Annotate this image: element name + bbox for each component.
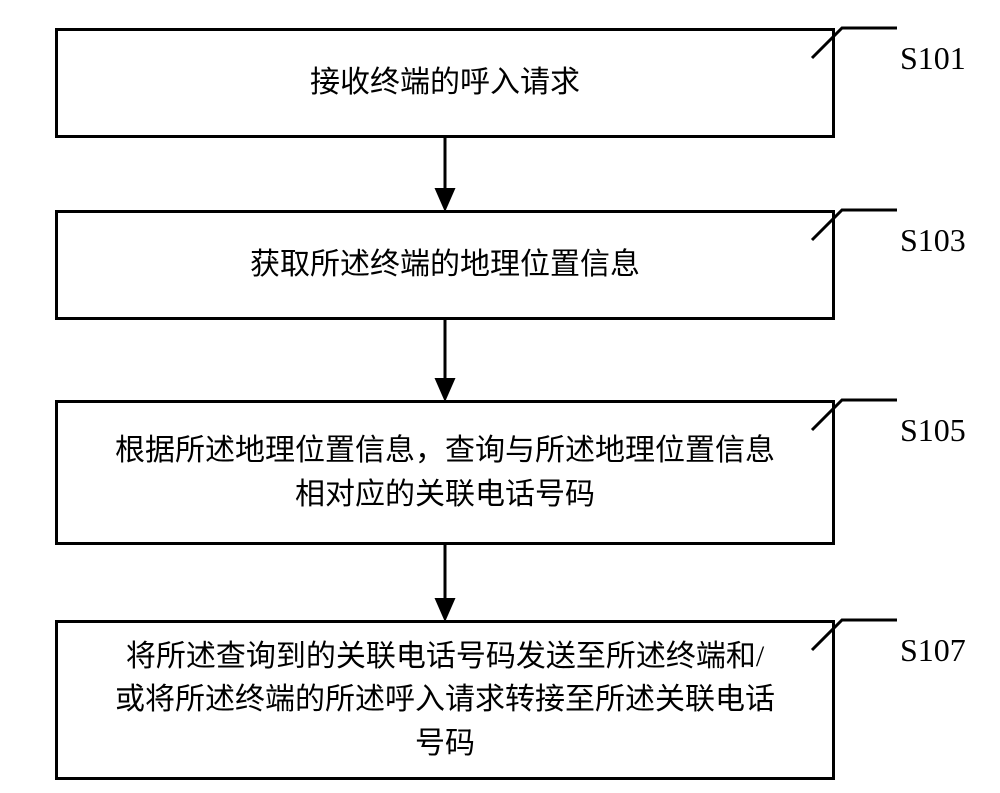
step-label-S103: S103 (900, 222, 966, 259)
step-label-S105: S105 (900, 412, 966, 449)
step-text: 接收终端的呼入请求 (292, 61, 598, 105)
flowchart-canvas: 接收终端的呼入请求 S101 获取所述终端的地理位置信息 S103 根据所述地理位置信息… (0, 0, 1000, 793)
step-text: 获取所述终端的地理位置信息 (232, 243, 658, 287)
flowchart-step-2: 获取所述终端的地理位置信息 (55, 210, 835, 320)
step-text: 根据所述地理位置信息，查询与所述地理位置信息 相对应的关联电话号码 (97, 429, 793, 516)
flowchart-step-4: 将所述查询到的关联电话号码发送至所述终端和/ 或将所述终端的所述呼入请求转接至所… (55, 620, 835, 780)
flowchart-step-3: 根据所述地理位置信息，查询与所述地理位置信息 相对应的关联电话号码 (55, 400, 835, 545)
step-text: 将所述查询到的关联电话号码发送至所述终端和/ 或将所述终端的所述呼入请求转接至所… (97, 635, 793, 766)
step-label-S101: S101 (900, 40, 966, 77)
flowchart-step-1: 接收终端的呼入请求 (55, 28, 835, 138)
step-label-S107: S107 (900, 632, 966, 669)
